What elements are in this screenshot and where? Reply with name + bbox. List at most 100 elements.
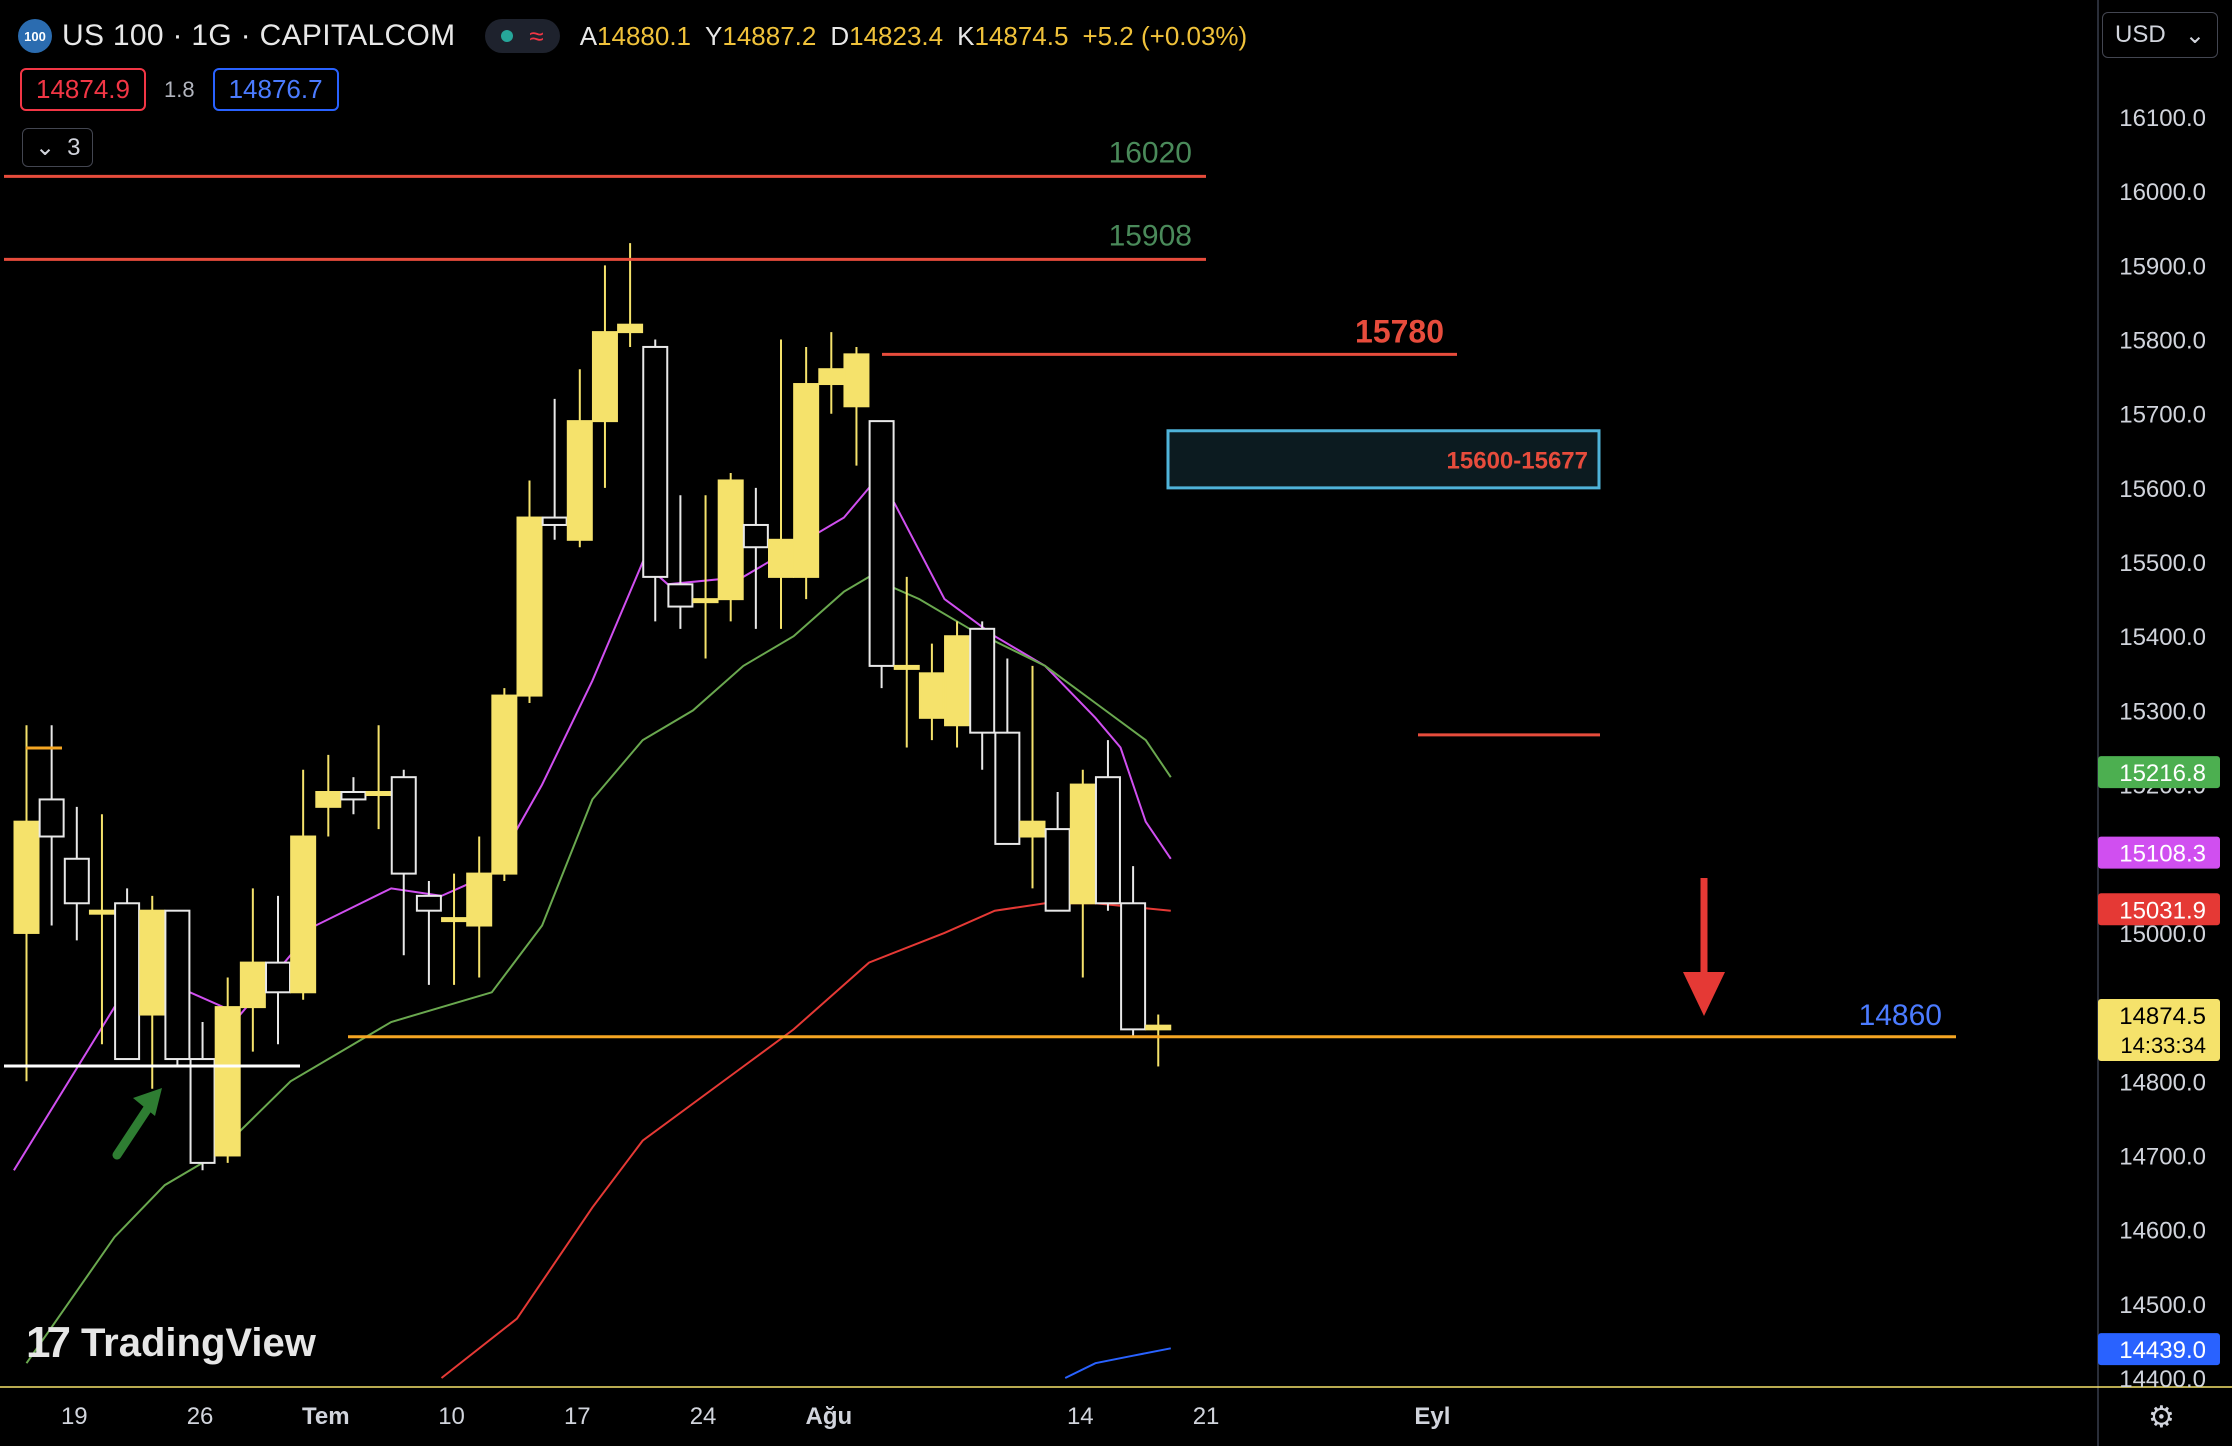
bull-candle xyxy=(516,516,543,697)
price-tick-label: 15500.0 xyxy=(2119,550,2206,577)
supply-zone xyxy=(1166,429,1601,490)
bull-candle xyxy=(139,909,166,1016)
bear-candle xyxy=(63,857,90,905)
symbol-logo-icon: 100 xyxy=(18,19,52,53)
sell-price-button[interactable]: 14874.9 xyxy=(20,68,146,111)
bull-candle xyxy=(13,820,40,934)
bull-candle xyxy=(1145,1024,1172,1031)
symbol-header[interactable]: 100 US 100 · 1G · CAPITALCOM ≈ A14880.1 … xyxy=(18,12,1247,60)
ohlc-high-value: 14887.2 xyxy=(722,20,817,51)
tradingview-mark-icon: 17 xyxy=(26,1318,71,1367)
ohlc-open-key: A xyxy=(579,20,598,51)
time-tick-label: 17 xyxy=(564,1403,591,1430)
price-tick-label: 14500.0 xyxy=(2119,1292,2206,1319)
tradingview-logo[interactable]: 17 TradingView xyxy=(26,1318,316,1368)
time-tick-label: 26 xyxy=(187,1403,214,1430)
bull-candle xyxy=(315,791,342,808)
indicator-count: 3 xyxy=(67,133,81,161)
bear-candle xyxy=(868,420,895,667)
price-label-box xyxy=(2098,893,2220,926)
ohlc-open-value: 14880.1 xyxy=(597,20,692,51)
price-change: +5.2 (+0.03%) xyxy=(1082,20,1248,51)
bull-candle xyxy=(239,961,266,1009)
annotation-arrows xyxy=(112,878,1725,1160)
time-tick-label: 24 xyxy=(690,1403,717,1430)
bull-candle xyxy=(365,791,392,797)
time-tick-label: 21 xyxy=(1193,1403,1220,1430)
ohlc-high-key: Y xyxy=(705,20,723,51)
level-label-15908: 15908 xyxy=(1109,219,1192,252)
time-tick-label: Tem xyxy=(302,1403,350,1430)
bull-candle xyxy=(768,538,794,578)
settings-gear-icon[interactable]: ⚙ xyxy=(2148,1401,2175,1434)
bear-candle xyxy=(265,961,291,994)
level-label-15780: 15780 xyxy=(1355,313,1444,349)
price-tick-label: 15700.0 xyxy=(2119,402,2206,429)
bear-candle xyxy=(164,909,191,1061)
bull-candle xyxy=(1069,783,1096,905)
bull-candle xyxy=(717,479,744,601)
bull-candle xyxy=(944,635,971,727)
price-label-value: 14439.0 xyxy=(2119,1337,2206,1364)
bear-candle xyxy=(541,516,568,526)
market-status[interactable]: ≈ xyxy=(485,19,560,53)
price-label-value: 15108.3 xyxy=(2119,841,2206,868)
indicators-toggle-button[interactable]: ⌄ 3 xyxy=(22,128,94,167)
bull-candle xyxy=(466,872,493,927)
bear-candle xyxy=(340,791,367,801)
ema-line-2 xyxy=(440,902,1171,1379)
bull-candle xyxy=(793,383,820,578)
price-label-value: 15216.8 xyxy=(2119,760,2206,787)
zone-label: 15600-15677 xyxy=(1447,447,1588,474)
symbol-title[interactable]: US 100 · 1G · CAPITALCOM xyxy=(62,19,456,52)
bull-candle xyxy=(290,835,317,994)
bull-candle xyxy=(441,917,468,923)
price-label-box xyxy=(2098,756,2220,789)
ohlc-low-key: D xyxy=(830,20,850,51)
bull-candle xyxy=(491,694,518,875)
price-label-value: 14874.5 xyxy=(2119,1003,2206,1030)
bear-candle xyxy=(994,731,1021,845)
ohlc-close-key: K xyxy=(957,20,975,51)
ema-line-1 xyxy=(25,575,1172,1364)
bear-candle xyxy=(1044,828,1071,912)
bear-candle xyxy=(415,894,442,912)
currency-select[interactable]: USD ⌄ xyxy=(2102,12,2218,58)
time-axis[interactable]: 19 26 Tem 10 17 24 Ağu 14 21 Eyl xyxy=(61,1403,1450,1430)
spread-value: 1.8 xyxy=(163,76,195,102)
bull-candle xyxy=(617,323,644,334)
ohlc-low-value: 14823.4 xyxy=(849,20,944,51)
bull-candle xyxy=(1019,820,1046,838)
buy-price-button[interactable]: 14876.7 xyxy=(212,68,339,111)
ohlc-values: A14880.1 Y14887.2 D14823.4 K14874.5 +5.2… xyxy=(580,21,1248,52)
price-axis[interactable]: 16100.0 16000.0 15900.0 15800.0 15700.0 15600… xyxy=(2119,105,2206,1393)
candles xyxy=(13,243,1172,1171)
bear-candle xyxy=(667,583,694,608)
bull-candle xyxy=(591,331,618,423)
bear-candle xyxy=(390,776,417,875)
price-tick-label: 14700.0 xyxy=(2119,1143,2206,1170)
trade-buttons: 14874.9 1.8 14876.7 xyxy=(20,68,339,111)
price-tick-label: 15000.0 xyxy=(2119,921,2206,948)
bull-candle xyxy=(88,909,115,915)
price-label-box xyxy=(2098,999,2220,1062)
horizontal-levels[interactable]: 16020 15908 15780 15600-15677 14860 xyxy=(4,136,1956,1068)
price-tick-label: 15600.0 xyxy=(2119,476,2206,503)
tradingview-wordmark: TradingView xyxy=(80,1320,316,1365)
price-tick-label: 14800.0 xyxy=(2119,1069,2206,1096)
currency-value: USD xyxy=(2115,21,2166,48)
price-tick-label: 15400.0 xyxy=(2119,624,2206,651)
price-labels: 15216.8 15108.3 15031.9 14874.5 14:33:34 1443… xyxy=(2098,756,2220,1366)
price-tick-label: 15800.0 xyxy=(2119,328,2206,355)
bull-candle xyxy=(566,420,593,541)
ema-line-3 xyxy=(1064,1347,1171,1379)
bear-candle xyxy=(1120,902,1147,1031)
bear-candle xyxy=(969,627,996,734)
price-tick-label: 16100.0 xyxy=(2119,105,2206,132)
chevron-down-icon: ⌄ xyxy=(2184,21,2205,49)
bear-candle xyxy=(189,1058,216,1164)
data-delay-wave-icon: ≈ xyxy=(529,21,544,51)
bear-candle xyxy=(642,345,669,578)
bear-candle xyxy=(38,798,65,838)
